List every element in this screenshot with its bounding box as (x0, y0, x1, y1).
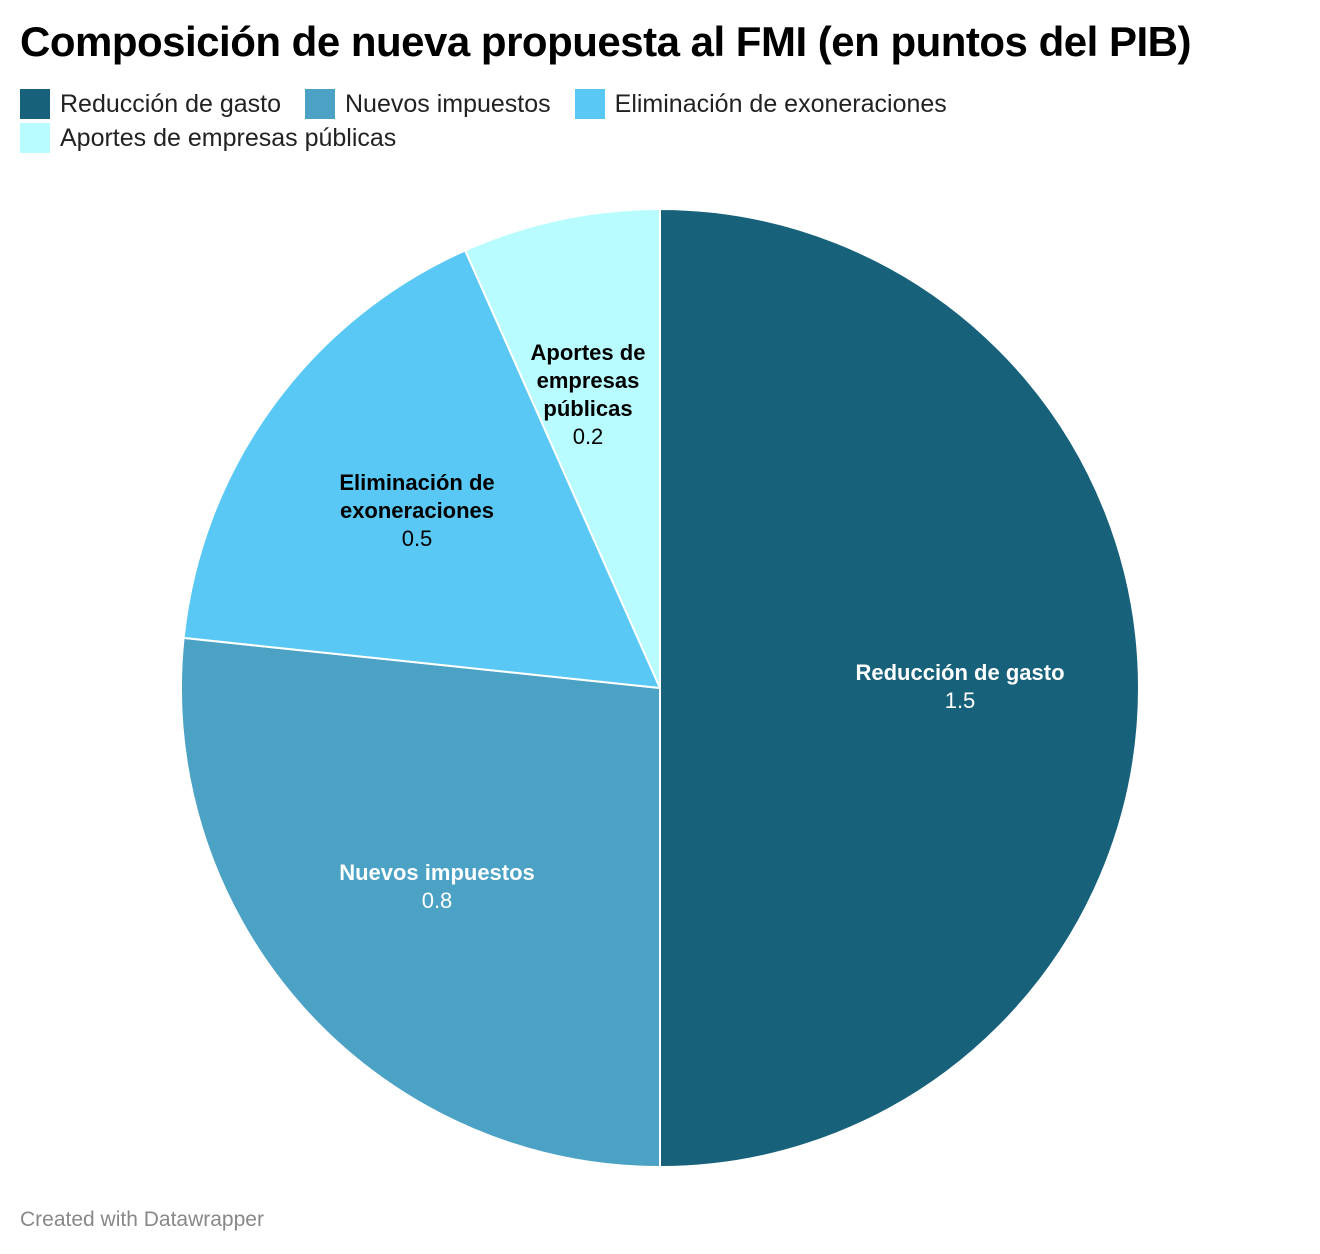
legend-item-aportes-de-empresas-publicas: Aportes de empresas públicas (20, 123, 396, 153)
slice-label-reduccion-de-gasto: Reducción de gasto 1.5 (855, 660, 1064, 713)
legend-swatch (304, 89, 335, 119)
legend-label: Aportes de empresas públicas (60, 123, 397, 152)
legend-swatch (574, 89, 605, 119)
legend: Reducción de gasto Nuevos impuestos Elim… (20, 89, 1120, 153)
slice-label-text: Eliminación de (339, 470, 494, 495)
slice-label-text: exoneraciones (340, 498, 494, 523)
slice-value-label: 0.2 (573, 424, 604, 449)
footer-credit: Created with Datawrapper (20, 1208, 264, 1231)
slice-label-text: públicas (543, 396, 632, 421)
slice-value-label: 0.5 (402, 526, 433, 551)
legend-label: Reducción de gasto (60, 89, 281, 118)
slice-label-text: Reducción de gasto (855, 660, 1064, 685)
slice-label-nuevos-impuestos: Nuevos impuestos 0.8 (339, 860, 535, 913)
legend-item-eliminacion-de-exoneraciones: Eliminación de exoneraciones (574, 89, 947, 119)
chart-title: Composición de nueva propuesta al FMI (e… (20, 18, 1191, 65)
slice-label-eliminacion-de-exoneraciones: Eliminación de exoneraciones 0.5 (339, 470, 494, 551)
legend-item-nuevos-impuestos: Nuevos impuestos (304, 89, 551, 119)
slice-label-text: Aportes de (531, 340, 646, 365)
slice-value-label: 0.8 (422, 888, 453, 913)
slice-value-label: 1.5 (945, 688, 976, 713)
slice-label-aportes-de-empresas-publicas: Aportes de empresas públicas 0.2 (531, 340, 646, 449)
legend-label: Eliminación de exoneraciones (614, 89, 947, 118)
pie-slice-eliminacion-de-exoneraciones (182, 249, 661, 689)
legend-label: Nuevos impuestos (344, 89, 551, 118)
pie-slice-nuevos-impuestos (180, 636, 661, 1168)
legend-swatch (20, 123, 50, 153)
legend-item-reduccion-de-gasto: Reducción de gasto (20, 89, 281, 119)
slice-label-text: empresas (537, 368, 640, 393)
legend-swatch (20, 89, 50, 119)
pie-slice-aportes-de-empresas-publicas (464, 208, 661, 689)
pie-slice-reduccion-de-gasto (659, 208, 1140, 1168)
slice-label-text: Nuevos impuestos (339, 860, 535, 885)
